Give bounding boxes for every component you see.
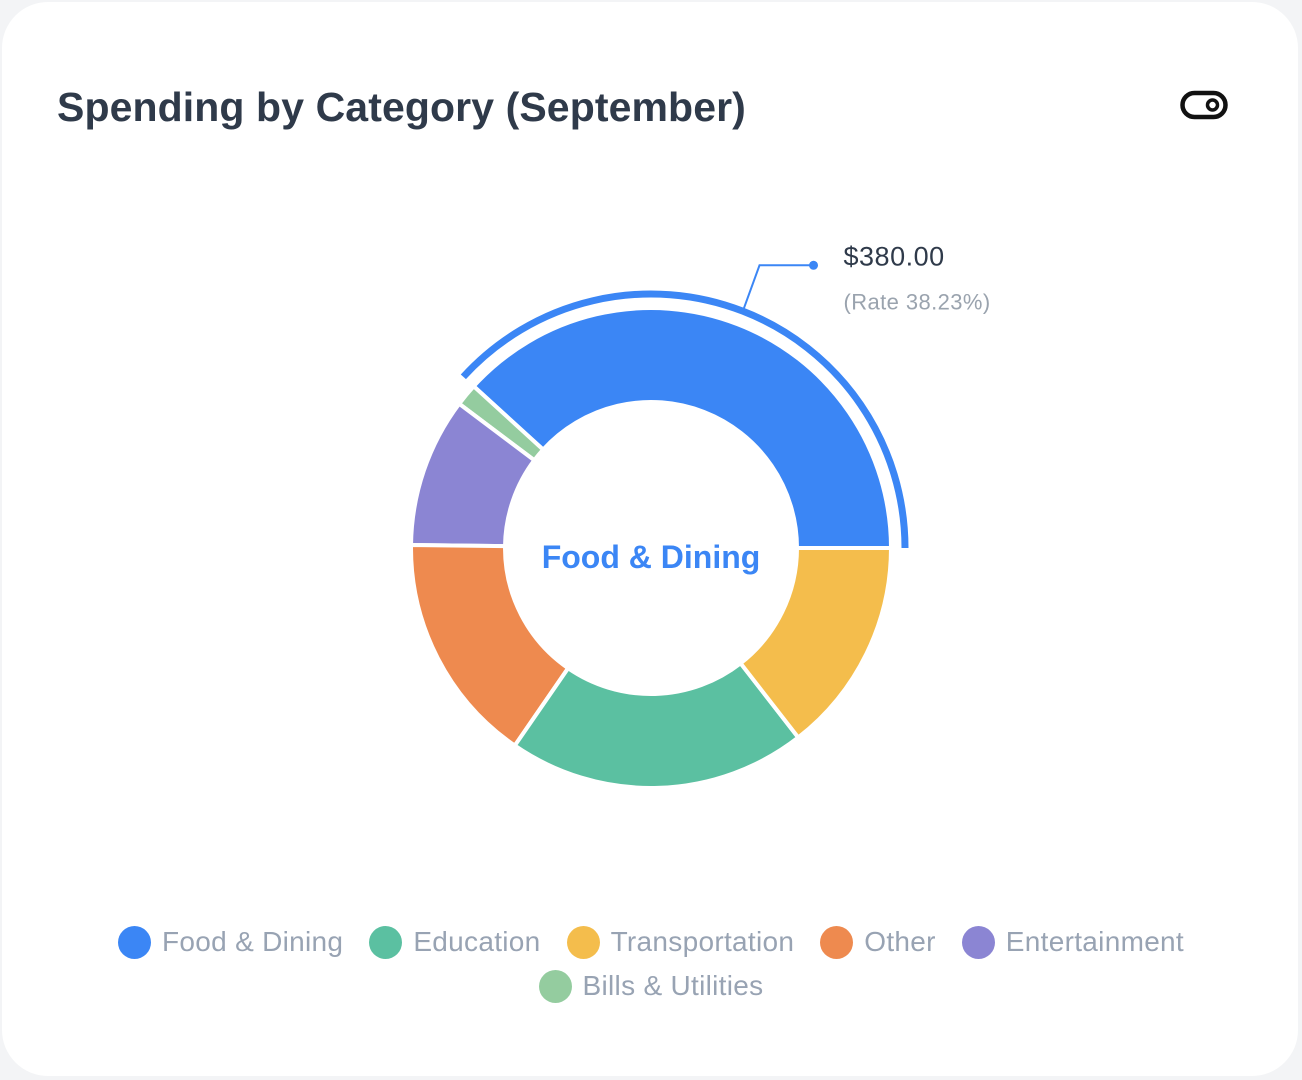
legend-label: Bills & Utilities <box>582 970 764 1001</box>
slice-transportation[interactable] <box>738 546 893 740</box>
toggle-switch[interactable] <box>1180 88 1228 122</box>
legend-dot <box>538 969 572 1003</box>
legend-item-food-and-dining[interactable]: Food & Dining <box>117 924 344 960</box>
callout-dot <box>809 260 819 270</box>
legend-dot <box>961 925 995 959</box>
legend-dot <box>820 925 854 959</box>
legend-item-other[interactable]: Other <box>820 924 936 960</box>
toggle-switch-icon <box>1180 90 1228 120</box>
legend-label: Education <box>413 926 541 957</box>
legend-item-bills-and-utilities[interactable]: Bills & Utilities <box>538 968 764 1004</box>
legend-label: Food & Dining <box>161 926 344 957</box>
chart-legend: Food & Dining Education Transportation Othe… <box>40 924 1262 1004</box>
legend-dot <box>117 925 151 959</box>
legend-label: Transportation <box>610 926 795 957</box>
legend-item-education[interactable]: Education <box>369 924 540 960</box>
slice-food-and-dining[interactable] <box>471 306 893 550</box>
legend-item-transportation[interactable]: Transportation <box>566 924 795 960</box>
donut-center-label: Food & Dining <box>542 539 761 575</box>
card-title: Spending by Category (September) <box>57 84 746 130</box>
callout-rate: (Rate 38.23%) <box>844 289 991 314</box>
callout-value: $380.00 <box>844 241 945 271</box>
legend-label: Entertainment <box>1005 926 1185 957</box>
callout-leader-line <box>742 264 814 310</box>
legend-label: Other <box>864 926 936 957</box>
slice-education[interactable] <box>512 661 801 790</box>
legend-dot <box>369 925 403 959</box>
legend-item-entertainment[interactable]: Entertainment <box>961 924 1185 960</box>
legend-dot <box>566 925 600 959</box>
donut-chart: $380.00 (Rate 38.23%) Food & Dining <box>409 241 991 790</box>
slice-highlight-arc <box>460 290 909 549</box>
